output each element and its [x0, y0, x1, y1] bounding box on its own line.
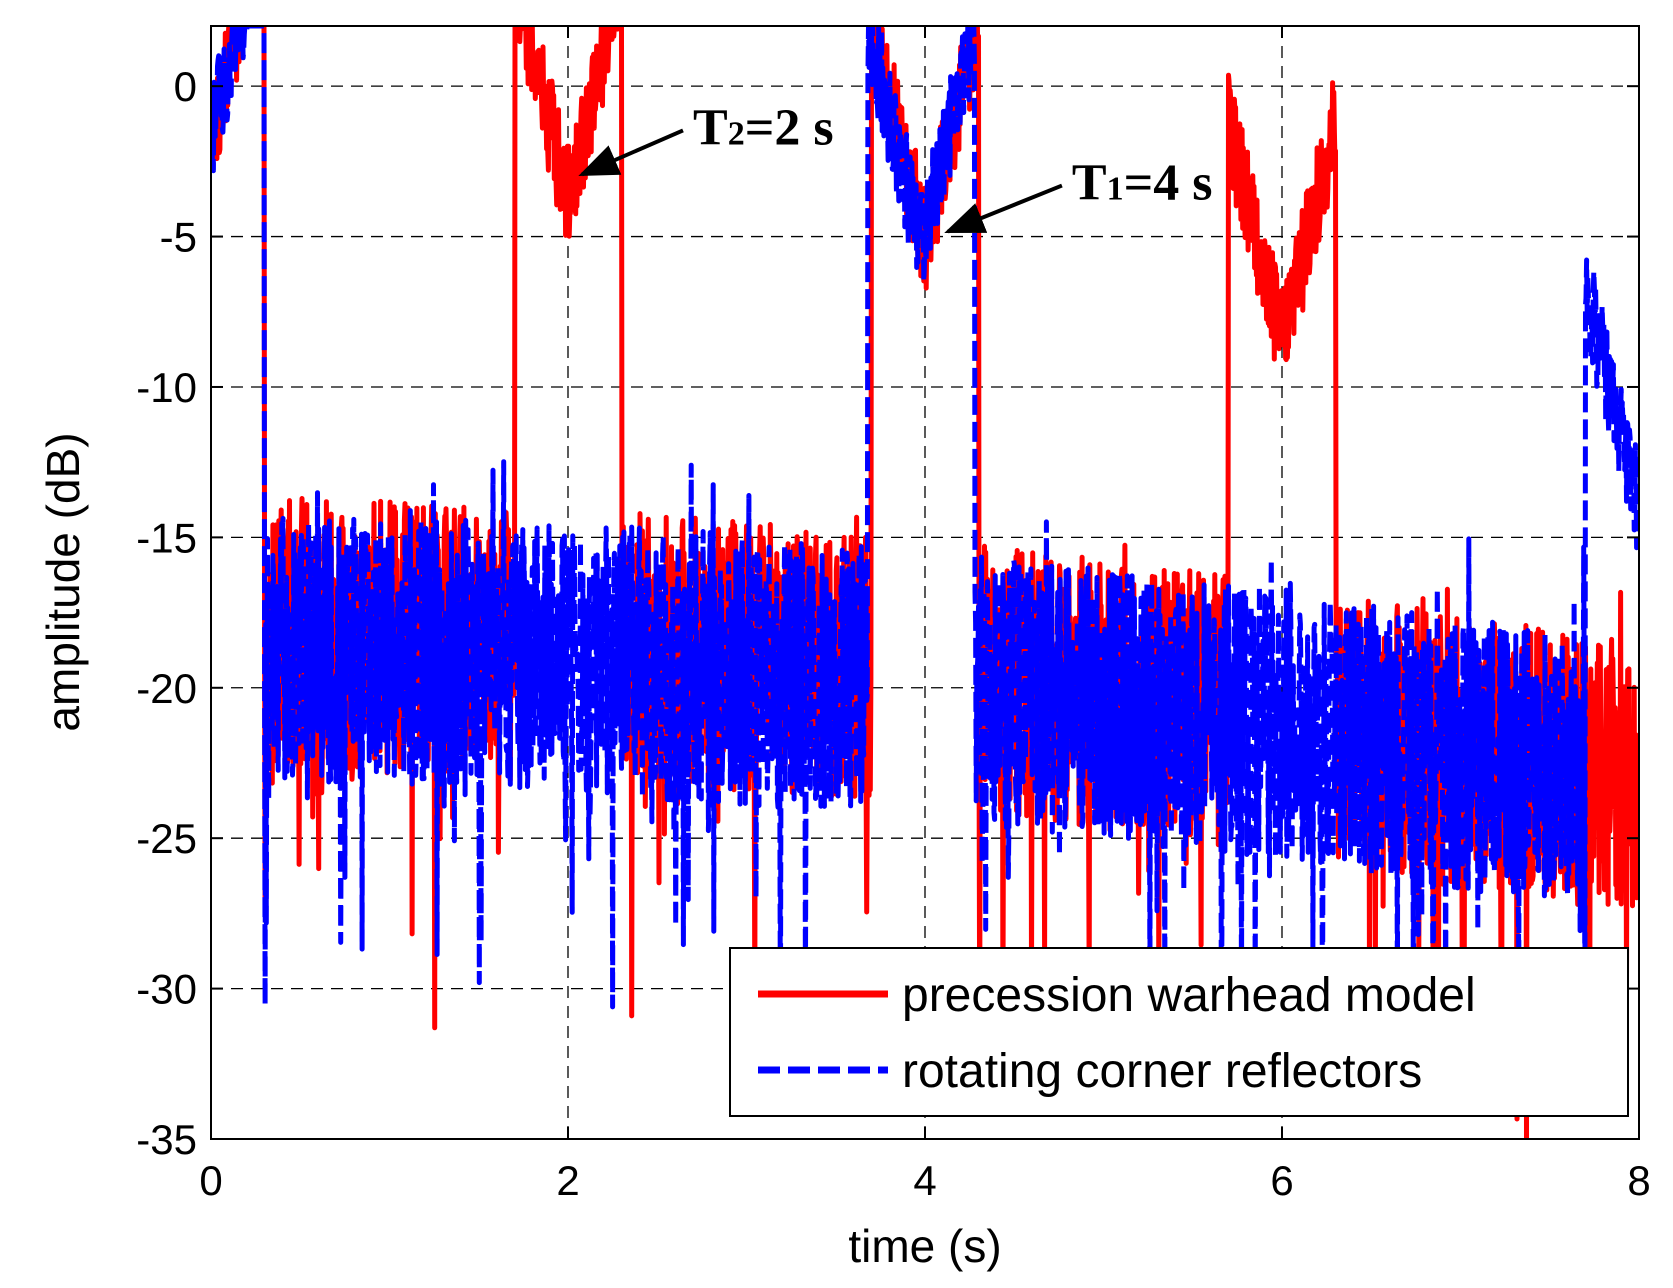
y-axis-label: amplitude (dB) — [37, 432, 89, 731]
x-axis-label: time (s) — [848, 1220, 1001, 1272]
y-tick-label-6: -30 — [136, 966, 197, 1013]
y-tick-label-2: -10 — [136, 364, 197, 411]
y-tick-label-1: -5 — [160, 214, 197, 261]
y-tick-label-3: -15 — [136, 514, 197, 561]
y-tick-label-0: 0 — [174, 63, 197, 110]
legend: precession warhead model rotating corner… — [729, 947, 1629, 1117]
y-tick-label-5: -25 — [136, 815, 197, 862]
legend-box — [729, 947, 1629, 1117]
annotation-label-1: T1=4 s — [1072, 155, 1213, 212]
annotation-arrow-1 — [944, 183, 1063, 234]
legend-label-precession: precession warhead model — [902, 969, 1476, 1022]
annotation-arrow-0 — [578, 128, 684, 177]
legend-label-corner: rotating corner reflectors — [902, 1045, 1422, 1098]
y-tick-label-4: -20 — [136, 665, 197, 712]
x-tick-label-4: 8 — [1627, 1157, 1650, 1204]
axis-ticks: 0 2 4 6 8 0 -5 -10 -15 -20 -25 -30 -35 — [136, 26, 1651, 1204]
x-tick-label-0: 0 — [199, 1157, 222, 1204]
annotation-label-0: T2=2 s — [693, 99, 834, 156]
y-tick-label-7: -35 — [136, 1116, 197, 1163]
annotations: T2=2 s T1=4 s — [578, 99, 1213, 234]
x-tick-label-1: 2 — [556, 1157, 579, 1204]
x-tick-label-3: 6 — [1270, 1157, 1293, 1204]
x-tick-label-2: 4 — [913, 1157, 936, 1204]
series-layer — [211, 26, 1639, 1139]
series-line-corner-reflectors — [211, 26, 1639, 1097]
